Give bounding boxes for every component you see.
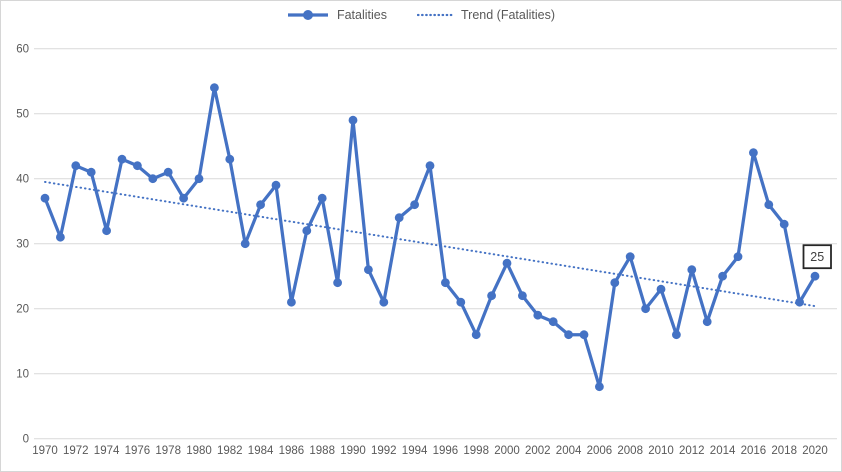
data-point-1981[interactable] (210, 83, 219, 93)
x-axis-label-1976: 1976 (125, 445, 151, 457)
x-axis-label-1990: 1990 (340, 445, 366, 457)
data-point-2006[interactable] (595, 382, 604, 392)
data-point-1971[interactable] (56, 232, 65, 242)
data-point-2017[interactable] (764, 200, 774, 210)
x-axis-label-1986: 1986 (279, 445, 305, 457)
data-point-1991[interactable] (364, 265, 373, 275)
data-point-1999[interactable] (487, 291, 496, 301)
data-point-1988[interactable] (317, 193, 327, 203)
data-point-2012[interactable] (687, 265, 697, 275)
x-axis-label-1992: 1992 (371, 445, 397, 457)
data-point-2020[interactable] (810, 271, 820, 281)
data-point-2000[interactable] (502, 258, 512, 268)
x-axis-label-2012: 2012 (679, 445, 705, 457)
data-point-1984[interactable] (256, 200, 265, 210)
data-point-1982[interactable] (225, 154, 235, 164)
y-axis-label-10: 10 (16, 369, 29, 381)
data-point-1990[interactable] (348, 115, 358, 125)
data-point-1973[interactable] (86, 167, 96, 177)
data-label-box[interactable] (802, 244, 832, 270)
data-point-1997[interactable] (456, 297, 466, 307)
x-axis-label-1994: 1994 (402, 445, 428, 457)
y-axis-label-60: 60 (16, 44, 29, 56)
x-axis-label-1996: 1996 (433, 445, 459, 457)
x-axis-label-2014: 2014 (710, 445, 736, 457)
x-axis-label-1998: 1998 (463, 445, 489, 457)
data-point-2004[interactable] (564, 330, 573, 340)
x-axis-label-2018: 2018 (771, 445, 797, 457)
data-point-2007[interactable] (610, 278, 620, 288)
data-point-1994[interactable] (410, 200, 419, 210)
data-point-1979[interactable] (179, 193, 189, 203)
legend-item-trend[interactable]: Trend (Fatalities) (417, 8, 555, 22)
data-point-1975[interactable] (117, 154, 127, 164)
data-point-2014[interactable] (718, 271, 727, 281)
data-point-1996[interactable] (441, 278, 450, 288)
x-axis-label-1974: 1974 (94, 445, 120, 457)
data-point-2016[interactable] (749, 148, 758, 158)
data-point-1980[interactable] (194, 174, 204, 184)
y-axis-label-30: 30 (16, 239, 29, 251)
x-axis-label-2020: 2020 (802, 445, 828, 457)
data-point-1970[interactable] (40, 193, 50, 203)
data-point-1992[interactable] (379, 297, 389, 307)
data-point-2009[interactable] (641, 304, 650, 314)
data-point-1993[interactable] (394, 213, 404, 223)
x-axis-label-1970: 1970 (32, 445, 58, 457)
x-axis-label-1972: 1972 (63, 445, 89, 457)
data-point-2011[interactable] (672, 330, 681, 340)
x-axis-label-2008: 2008 (617, 445, 643, 457)
data-point-2018[interactable] (779, 219, 789, 229)
data-point-1986[interactable] (287, 297, 296, 307)
line-marker-icon (287, 9, 329, 21)
legend-label-trend: Trend (Fatalities) (461, 8, 556, 22)
fatalities-series-line[interactable] (43, 86, 817, 389)
trend-line[interactable] (44, 180, 816, 308)
data-point-1976[interactable] (133, 161, 142, 171)
data-point-2019[interactable] (795, 297, 804, 307)
x-axis-label-1988: 1988 (309, 445, 335, 457)
data-point-2013[interactable] (702, 317, 712, 327)
data-point-1974[interactable] (102, 226, 111, 236)
y-axis-label-40: 40 (16, 174, 29, 186)
x-axis-label-2006: 2006 (587, 445, 613, 457)
data-point-1972[interactable] (71, 161, 81, 171)
x-axis-label-2004: 2004 (556, 445, 582, 457)
data-point-2001[interactable] (518, 291, 527, 301)
x-axis-label-1978: 1978 (155, 445, 181, 457)
x-axis-label-2000: 2000 (494, 445, 520, 457)
x-axis-label-1980: 1980 (186, 445, 212, 457)
data-point-2005[interactable] (579, 330, 589, 340)
data-point-1985[interactable] (271, 180, 281, 190)
data-point-2003[interactable] (548, 317, 558, 327)
x-axis-label-2002: 2002 (525, 445, 551, 457)
data-point-2008[interactable] (625, 252, 635, 262)
data-point-1978[interactable] (163, 167, 173, 177)
data-point-2002[interactable] (533, 310, 543, 320)
x-axis-label-2010: 2010 (648, 445, 674, 457)
data-point-1977[interactable] (148, 174, 158, 184)
x-axis-label-2016: 2016 (741, 445, 767, 457)
data-point-1989[interactable] (333, 278, 342, 288)
data-point-1983[interactable] (240, 239, 250, 249)
data-point-1987[interactable] (302, 226, 312, 236)
y-axis-label-0: 0 (23, 434, 29, 446)
data-point-1995[interactable] (425, 161, 435, 171)
data-label-text: 25 (810, 250, 824, 264)
y-axis-label-50: 50 (16, 109, 29, 121)
x-axis-label-1982: 1982 (217, 445, 243, 457)
legend-item-fatalities[interactable]: Fatalities (287, 8, 387, 22)
legend-label-fatalities: Fatalities (336, 8, 387, 22)
data-point-2010[interactable] (656, 284, 666, 294)
data-point-1998[interactable] (471, 330, 481, 340)
x-axis-label-1984: 1984 (248, 445, 274, 457)
chart-legend: Fatalities Trend (Fatalities) (1, 8, 841, 22)
y-axis-label-20: 20 (16, 304, 29, 316)
dotted-line-icon (417, 9, 453, 21)
data-point-2015[interactable] (733, 252, 743, 262)
